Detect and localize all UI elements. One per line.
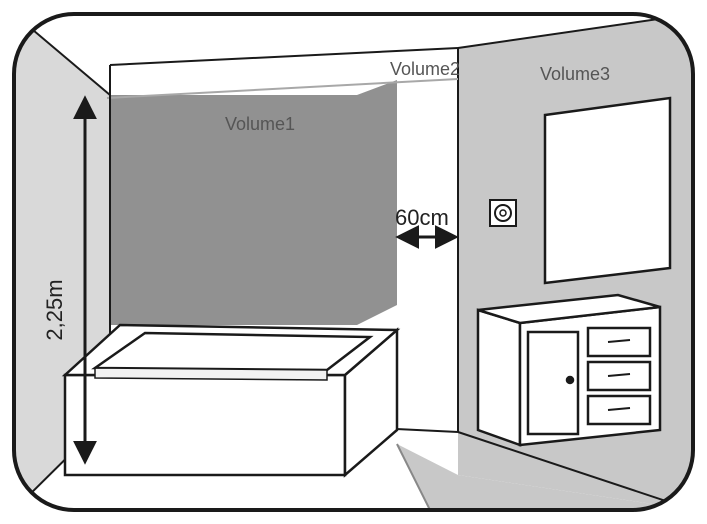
label-volume2: Volume2 bbox=[390, 59, 460, 79]
electrical-outlet bbox=[490, 200, 516, 226]
volume1-panel-side bbox=[357, 80, 397, 325]
mirror bbox=[545, 98, 670, 283]
vanity-cabinet bbox=[478, 295, 660, 445]
label-60cm: 60cm bbox=[395, 205, 449, 230]
label-height: 2,25m bbox=[42, 279, 67, 340]
label-volume3: Volume3 bbox=[540, 64, 610, 84]
label-volume1: Volume1 bbox=[225, 114, 295, 134]
bathtub bbox=[65, 325, 397, 475]
